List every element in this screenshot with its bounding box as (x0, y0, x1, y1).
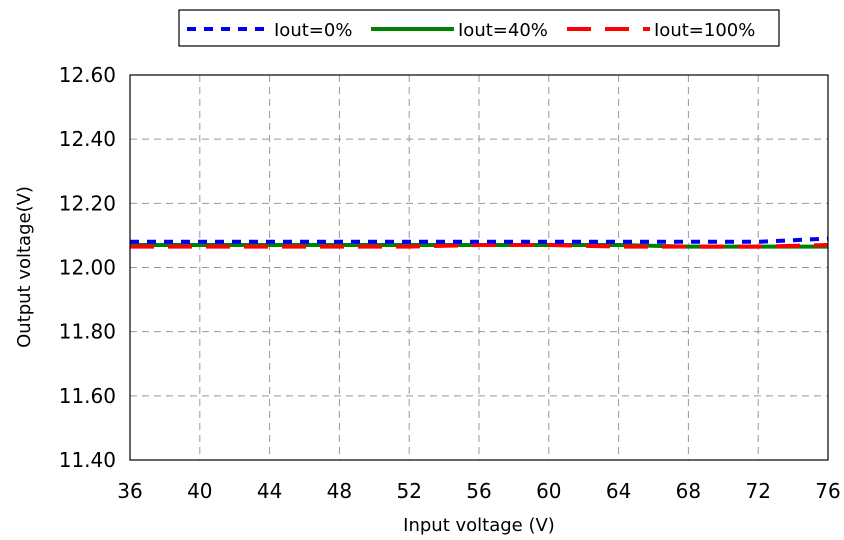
legend-label-2: Iout=100% (654, 20, 755, 41)
x-tick-label: 64 (606, 479, 631, 503)
series-line-0 (130, 236, 829, 244)
y-tick-label: 11.60 (59, 384, 116, 408)
legend-label-1: Iout=40% (458, 20, 548, 41)
y-tick-label: 12.20 (59, 191, 116, 215)
x-tick-label: 48 (327, 479, 352, 503)
x-axis-title: Input voltage (V) (403, 515, 555, 536)
series-group (130, 236, 829, 249)
legend-box (178, 9, 780, 47)
grid (130, 75, 828, 460)
x-tick-label: 56 (466, 479, 491, 503)
x-tick-label: 44 (257, 479, 282, 503)
legend: Iout=0% Iout=40% Iout=100% (178, 9, 780, 47)
x-tick-label: 52 (396, 479, 421, 503)
y-axis-title: Output voltage(V) (14, 186, 35, 348)
x-tick-label: 36 (117, 479, 142, 503)
x-tick-label: 72 (745, 479, 770, 503)
legend-label-0: Iout=0% (274, 20, 352, 41)
y-tick-label: 12.60 (59, 63, 116, 87)
x-tick-labels: 36 40 44 48 52 56 60 64 68 72 76 (117, 479, 840, 503)
y-tick-label: 12.00 (59, 256, 116, 280)
y-tick-label: 11.40 (59, 448, 116, 472)
x-tick-label: 76 (815, 479, 840, 503)
x-tick-label: 68 (676, 479, 701, 503)
y-tick-label: 11.80 (59, 320, 116, 344)
x-tick-label: 40 (187, 479, 212, 503)
y-tick-labels: 12.60 12.40 12.20 12.00 11.80 11.60 11.40 (59, 63, 116, 472)
x-tick-label: 60 (536, 479, 561, 503)
plot-area (129, 74, 829, 461)
series-line-2 (130, 243, 829, 249)
y-tick-label: 12.40 (59, 127, 116, 151)
